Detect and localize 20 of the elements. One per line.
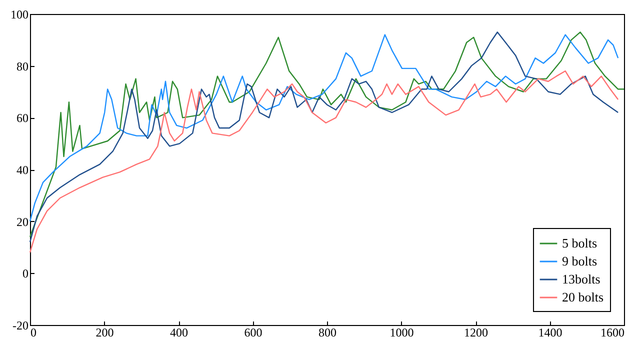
x-tick-label: 200 — [96, 326, 114, 340]
y-tick-label: 80 — [16, 59, 28, 74]
x-tick-label: 1600 — [600, 326, 624, 340]
y-tick-label: 100 — [10, 8, 28, 22]
y-tick-label: 40 — [16, 163, 28, 177]
x-tick-label: 600 — [244, 326, 262, 340]
legend-label: 5 bolts — [562, 236, 598, 250]
x-tick-label: 1200 — [464, 326, 488, 340]
y-tick-label: 0 — [22, 266, 28, 281]
x-tick-label: 1000 — [390, 326, 414, 340]
x-tick-label: 800 — [318, 326, 336, 340]
x-tick-label: 1400 — [538, 326, 562, 340]
y-tick-label: -20 — [12, 318, 28, 332]
y-tick-label: 60 — [16, 111, 28, 126]
legend-label: 9 bolts — [562, 254, 598, 268]
line-series — [29, 70, 619, 254]
legend-label: 13bolts — [562, 272, 600, 286]
x-tick-label: 400 — [170, 326, 188, 340]
y-tick-label: 20 — [16, 214, 28, 229]
legend-label: 20 bolts — [562, 290, 604, 304]
